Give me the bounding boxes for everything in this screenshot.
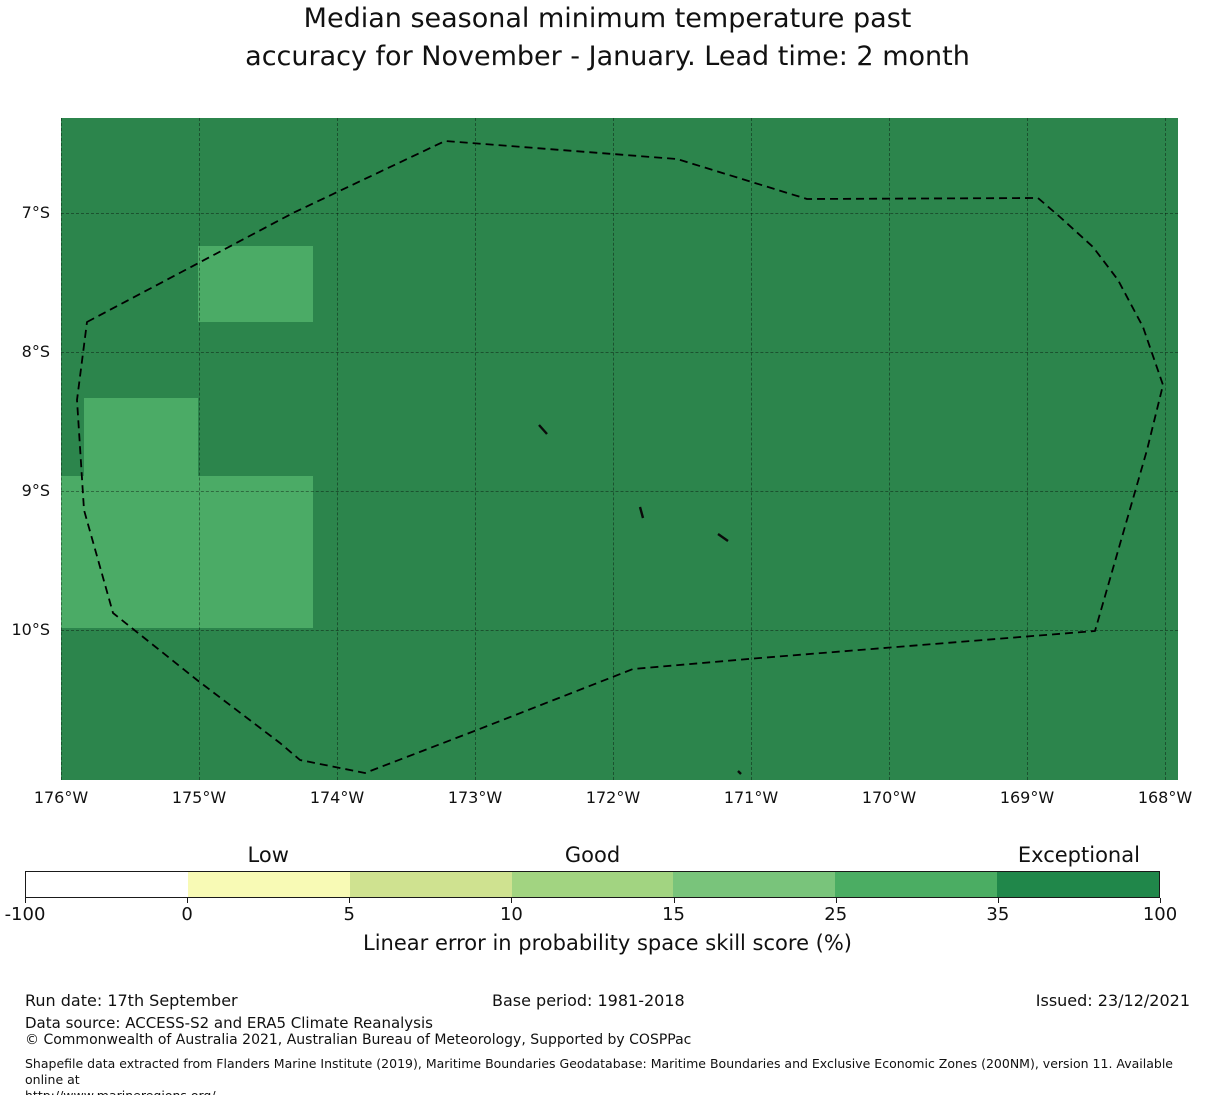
colorbar-segment: [835, 872, 998, 897]
base-period-text: Base period: 1981-2018: [492, 991, 685, 1010]
island-mark: [737, 770, 742, 775]
colorbar-tick-mark: [997, 898, 999, 903]
longitude-tick-label: 171°W: [723, 788, 779, 807]
colorbar-tick-label: 100: [1142, 904, 1178, 925]
figure-title-line1: Median seasonal minimum temperature past: [303, 3, 912, 34]
colorbar-segment: [26, 872, 188, 897]
latitude-tick-label: 7°S: [21, 203, 50, 222]
longitude-tick-label: 176°W: [33, 788, 89, 807]
longitude-gridline: [199, 118, 200, 780]
latitude-tick-label: 9°S: [21, 481, 50, 500]
low-skill-cell: [198, 476, 313, 628]
low-skill-cell: [84, 398, 198, 628]
longitude-gridline: [475, 118, 476, 780]
low-skill-cell: [61, 476, 84, 628]
longitude-tick-label: 173°W: [447, 788, 503, 807]
island-mark: [638, 506, 645, 519]
longitude-tick-label: 174°W: [309, 788, 365, 807]
longitude-gridline: [1165, 118, 1166, 780]
colorbar-tick-label: 15: [662, 904, 686, 925]
colorbar-category-labels: Low Good Exceptional: [0, 843, 1215, 869]
islands-group: [538, 424, 742, 775]
figure-title: Median seasonal minimum temperature past…: [0, 0, 1215, 76]
colorbar-segment: [349, 872, 512, 897]
longitude-tick-label: 172°W: [585, 788, 641, 807]
colorbar-tick-mark: [511, 898, 513, 903]
colorbar-category-label: Exceptional: [1017, 843, 1140, 867]
latitude-gridline: [61, 213, 1178, 214]
longitude-tick-label: 168°W: [1137, 788, 1193, 807]
colorbar-tick-label: 10: [499, 904, 523, 925]
data-source-text: Data source: ACCESS-S2 and ERA5 Climate …: [25, 1014, 433, 1032]
longitude-gridline: [337, 118, 338, 780]
longitude-gridline: [889, 118, 890, 780]
colorbar-category-label: Good: [564, 843, 621, 867]
colorbar-tick-mark: [1160, 898, 1161, 903]
shapefile-attribution-line2: http://www.marineregions.org/.: [25, 1088, 1195, 1095]
colorbar-segment: [511, 872, 674, 897]
map-area: [61, 118, 1178, 780]
colorbar-segment: [997, 872, 1160, 897]
colorbar-tick-label: 5: [343, 904, 355, 925]
island-mark: [717, 533, 729, 542]
colorbar-tick-label: 35: [986, 904, 1010, 925]
shapefile-attribution-line1: Shapefile data extracted from Flanders M…: [25, 1056, 1173, 1087]
colorbar-tick-mark: [25, 898, 26, 903]
longitude-tick-label: 170°W: [861, 788, 917, 807]
colorbar-axis-label: Linear error in probability space skill …: [363, 931, 852, 955]
issued-date-text: Issued: 23/12/2021: [1035, 991, 1190, 1010]
latitude-tick-label: 10°S: [11, 620, 50, 639]
longitude-tick-label: 175°W: [171, 788, 227, 807]
eez-boundary-outline: [76, 140, 1164, 774]
colorbar-segment: [187, 872, 350, 897]
island-mark: [538, 424, 548, 435]
colorbar-tick-mark: [835, 898, 837, 903]
colorbar-category-label: Low: [247, 843, 289, 867]
colorbar-tick-mark: [187, 898, 189, 903]
latitude-tick-label: 8°S: [21, 342, 50, 361]
longitude-gridline: [1027, 118, 1028, 780]
latitude-gridline: [61, 630, 1178, 631]
latitude-gridline: [61, 491, 1178, 492]
colorbar-tick-mark: [349, 898, 351, 903]
longitude-gridline: [61, 118, 62, 780]
colorbar-tick-label: -100: [4, 904, 46, 925]
colorbar-segment: [673, 872, 836, 897]
latitude-gridline: [61, 352, 1178, 353]
longitude-gridline: [751, 118, 752, 780]
low-skill-cell: [198, 246, 313, 322]
eez-boundary-layer: [76, 140, 1164, 775]
longitude-gridline: [613, 118, 614, 780]
colorbar-tick-label: 0: [181, 904, 193, 925]
shapefile-attribution-text: Shapefile data extracted from Flanders M…: [25, 1056, 1195, 1095]
longitude-tick-label: 169°W: [999, 788, 1055, 807]
run-date-text: Run date: 17th September: [25, 991, 238, 1010]
colorbar-tick-label: 25: [824, 904, 848, 925]
figure-title-line2: accuracy for November - January. Lead ti…: [245, 41, 970, 72]
colorbar-tick-mark: [673, 898, 675, 903]
copyright-text: © Commonwealth of Australia 2021, Austra…: [25, 1032, 692, 1048]
colorbar: [25, 871, 1160, 898]
